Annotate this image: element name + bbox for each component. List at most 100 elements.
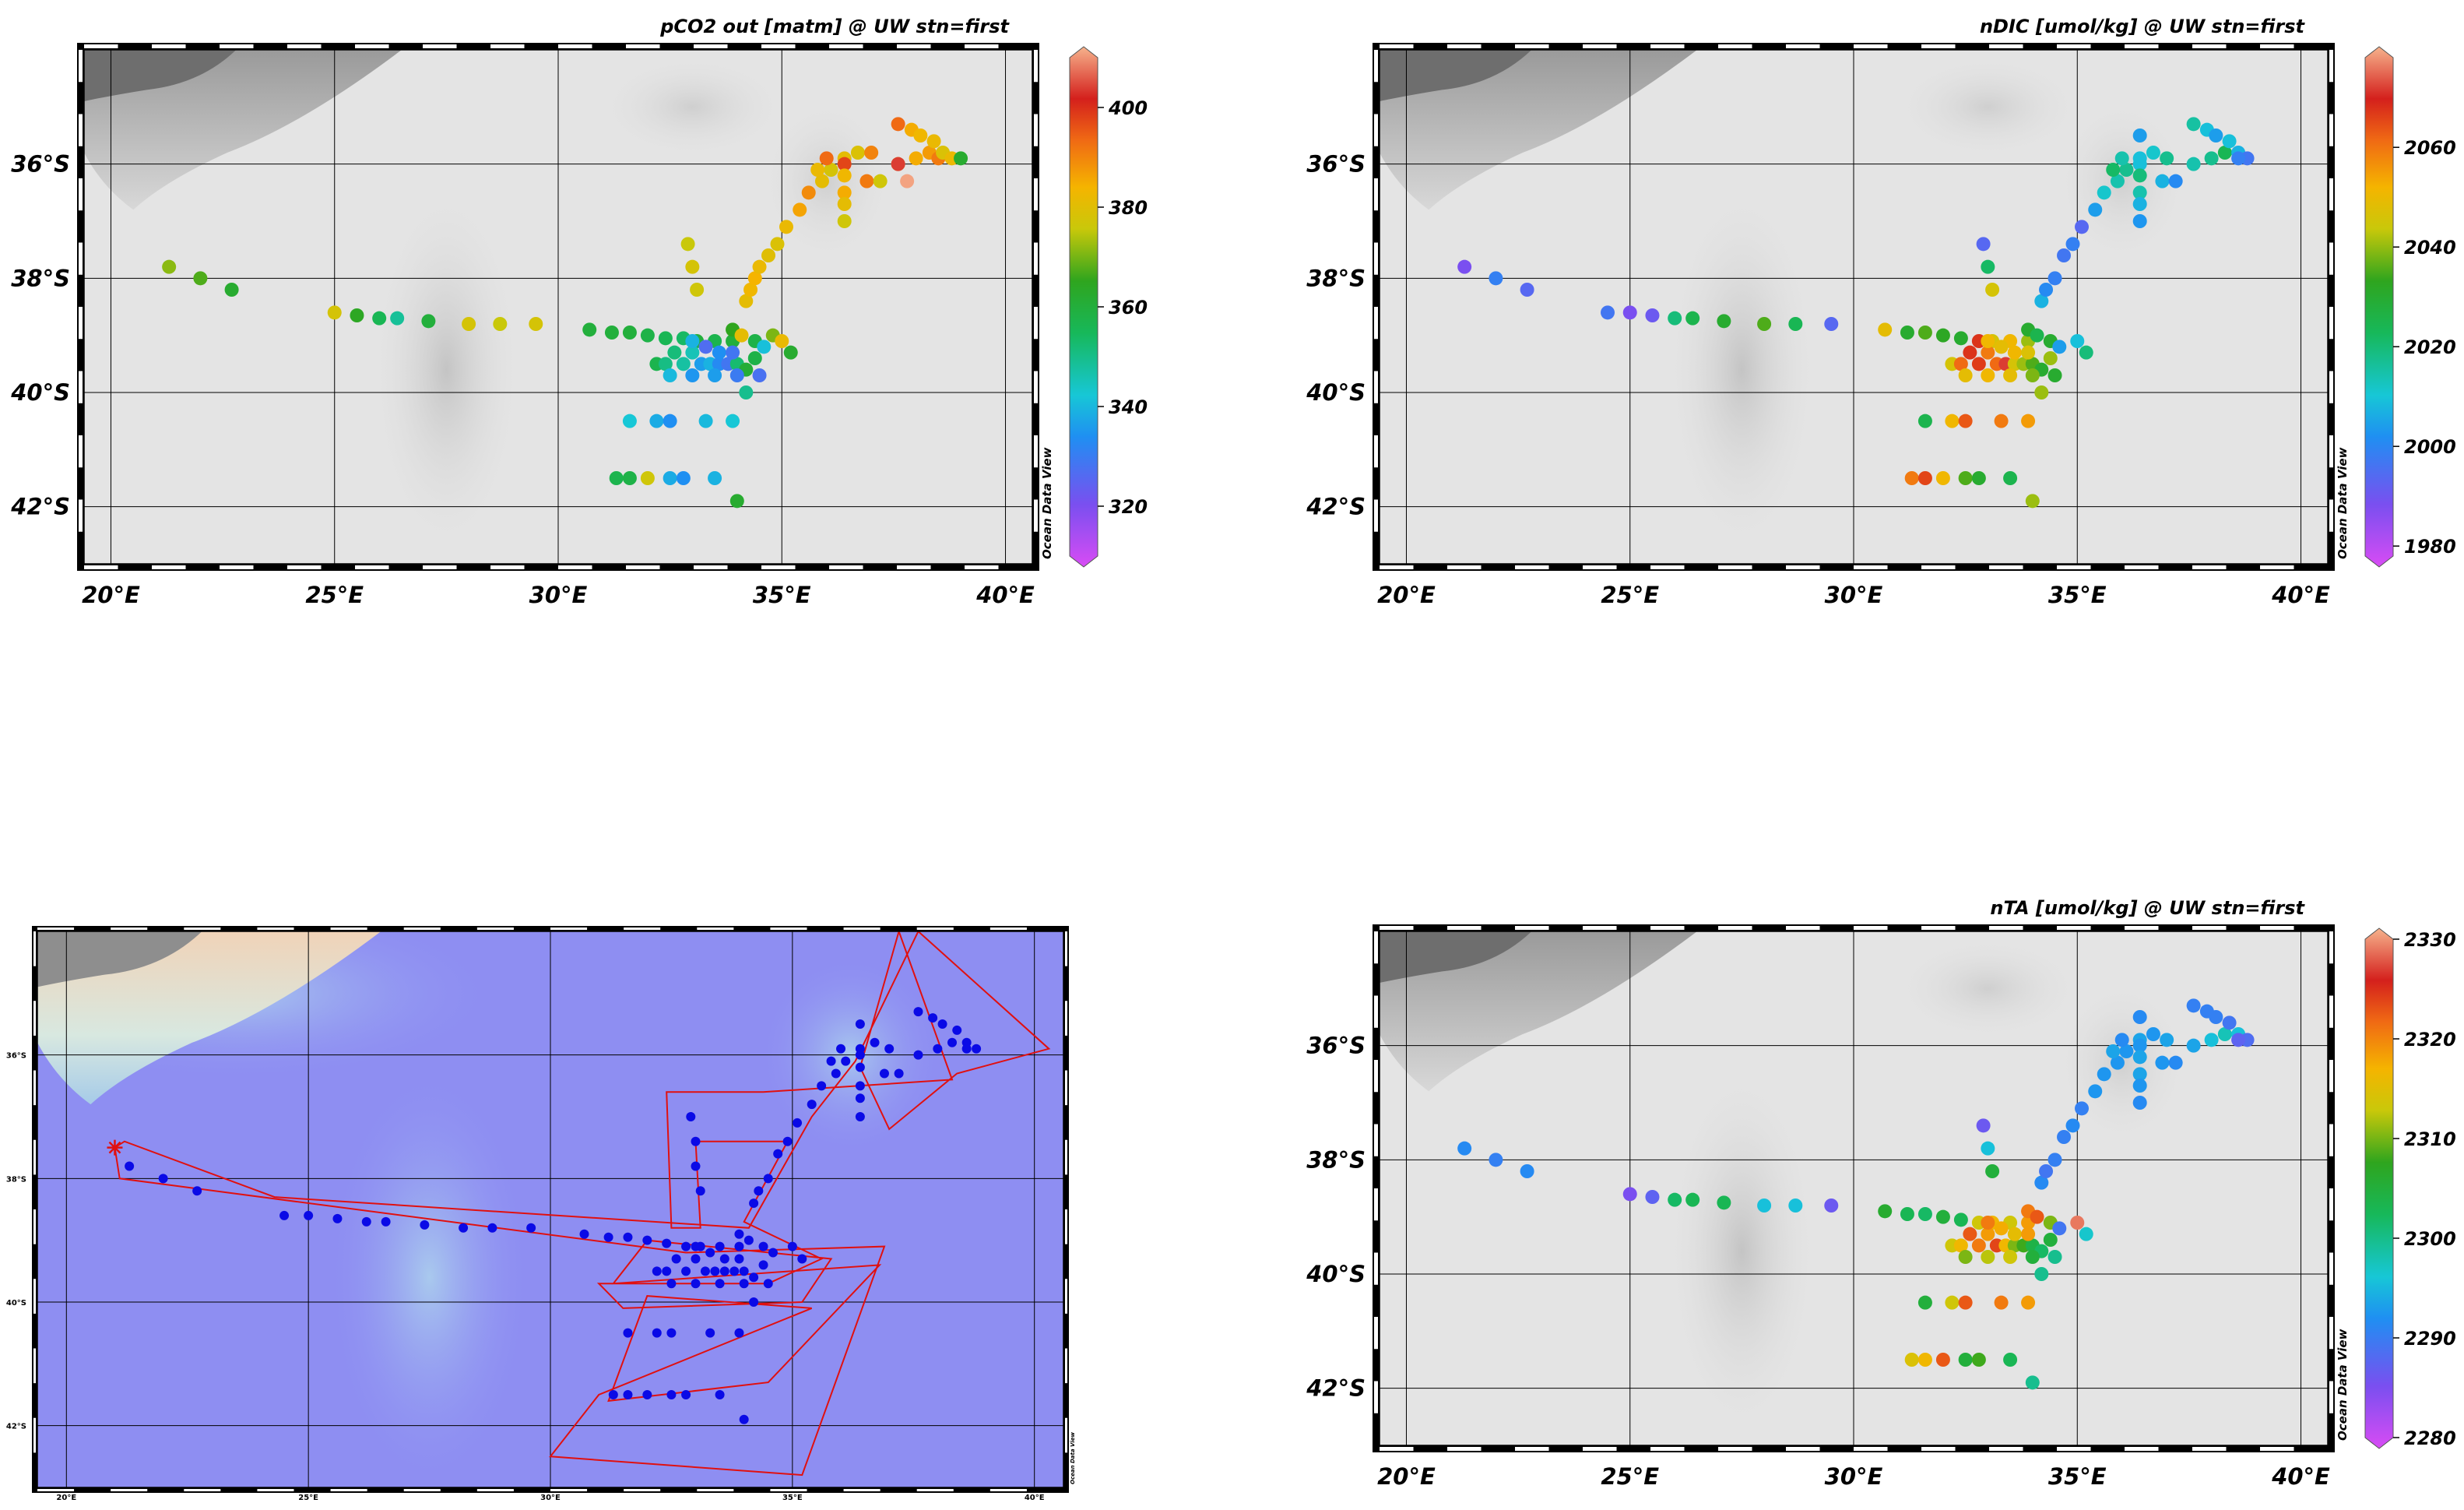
y-tick-label: 40°S <box>1306 379 1366 406</box>
x-tick-label: 40°E <box>975 582 1035 608</box>
data-point <box>2222 1015 2237 1030</box>
data-point <box>1971 357 1986 371</box>
data-point <box>327 305 342 320</box>
data-point <box>622 326 637 340</box>
frame-segment <box>490 44 525 48</box>
frame-segment <box>2125 44 2159 48</box>
data-point <box>1958 471 1973 485</box>
station-point <box>623 1328 633 1338</box>
plateau-shading <box>1893 937 2083 1040</box>
data-point <box>2047 368 2062 382</box>
frame-segment <box>2260 565 2294 569</box>
frame-segment <box>1065 1139 1067 1175</box>
frame-segment <box>2057 926 2091 930</box>
data-point <box>1994 340 2009 354</box>
data-point <box>2021 345 2036 360</box>
frame-segment <box>1921 44 1956 48</box>
data-point <box>2132 1050 2147 1065</box>
frame-segment <box>1989 1447 2023 1451</box>
frame-segment <box>2125 926 2159 930</box>
frame-segment <box>897 565 931 569</box>
ocean-data-view-watermark: Ocean Data View <box>2336 1329 2350 1441</box>
station-point <box>928 1013 938 1023</box>
station-point <box>937 1019 947 1029</box>
frame-segment <box>37 927 75 930</box>
frame-segment <box>79 499 83 532</box>
frame-segment <box>1374 371 1378 403</box>
data-point <box>2025 368 2040 382</box>
station-point <box>526 1223 536 1233</box>
data-point <box>640 471 655 485</box>
data-point <box>1981 1227 1995 1241</box>
frame-segment <box>829 565 863 569</box>
data-point <box>1981 1141 1995 1156</box>
frame-segment <box>694 565 728 569</box>
station-point <box>782 1136 793 1146</box>
data-point <box>1489 271 1503 286</box>
station-point <box>652 1266 662 1276</box>
x-tick-label: 40°E <box>2271 1463 2330 1490</box>
station-point <box>279 1210 290 1220</box>
station-point <box>608 1390 618 1399</box>
data-point <box>726 414 740 428</box>
data-point <box>663 471 677 485</box>
frame-segment <box>1786 1447 1820 1451</box>
frame-segment <box>2192 44 2227 48</box>
data-point <box>864 146 879 160</box>
frame-segment <box>2329 995 2333 1028</box>
frame-segment <box>2329 435 2333 468</box>
data-point <box>1917 471 1932 485</box>
frame-segment <box>1786 44 1820 48</box>
data-point <box>734 328 749 343</box>
data-point <box>2057 1130 2072 1144</box>
frame-segment <box>1374 1060 1378 1093</box>
data-point <box>1900 326 1914 340</box>
data-point <box>801 185 816 200</box>
data-point <box>2007 345 2022 360</box>
data-point <box>1985 283 2000 297</box>
colorbar: 1980 2000 2020 2040 2060 <box>2364 46 2456 568</box>
data-point <box>2186 1038 2201 1053</box>
station-point <box>691 1279 701 1289</box>
station-point <box>125 1161 135 1171</box>
continental-shelf <box>1380 50 1697 210</box>
frame-segment <box>1034 435 1038 468</box>
frame-segment <box>2329 1060 2333 1093</box>
data-point <box>1935 1209 1950 1224</box>
frame-segment <box>33 1070 36 1106</box>
data-point <box>739 294 754 308</box>
data-point <box>1717 314 1731 329</box>
data-point <box>747 351 762 365</box>
frame-segment <box>1374 178 1378 211</box>
data-point <box>685 368 700 382</box>
frame-segment <box>33 1001 36 1036</box>
data-point <box>2034 1175 2049 1190</box>
data-point <box>685 345 700 360</box>
frame-segment <box>33 1348 36 1384</box>
frame-segment <box>287 44 322 48</box>
station-point <box>763 1279 773 1289</box>
x-tick-label: 40°E <box>1025 1494 1045 1502</box>
data-point <box>1958 368 1973 382</box>
station-point <box>734 1241 744 1251</box>
frame-segment <box>558 565 592 569</box>
station-point <box>734 1229 744 1239</box>
data-point <box>926 134 941 149</box>
x-tick-label: 35°E <box>2048 1463 2107 1490</box>
data-point <box>698 340 713 354</box>
x-tick-label: 20°E <box>82 582 140 608</box>
station-point <box>662 1238 672 1248</box>
station-point <box>192 1186 202 1196</box>
data-point <box>2065 237 2080 252</box>
frame-segment <box>1650 926 1685 930</box>
data-point <box>1824 1198 1839 1213</box>
station-point <box>817 1081 827 1091</box>
data-point <box>1457 259 1472 274</box>
data-point <box>1717 1195 1731 1210</box>
plot-border <box>1379 49 2329 565</box>
data-point <box>421 314 436 329</box>
data-point <box>1668 1192 1682 1207</box>
station-point <box>715 1241 725 1251</box>
frame-segment <box>2329 371 2333 403</box>
plateau-shading <box>1893 55 2083 159</box>
